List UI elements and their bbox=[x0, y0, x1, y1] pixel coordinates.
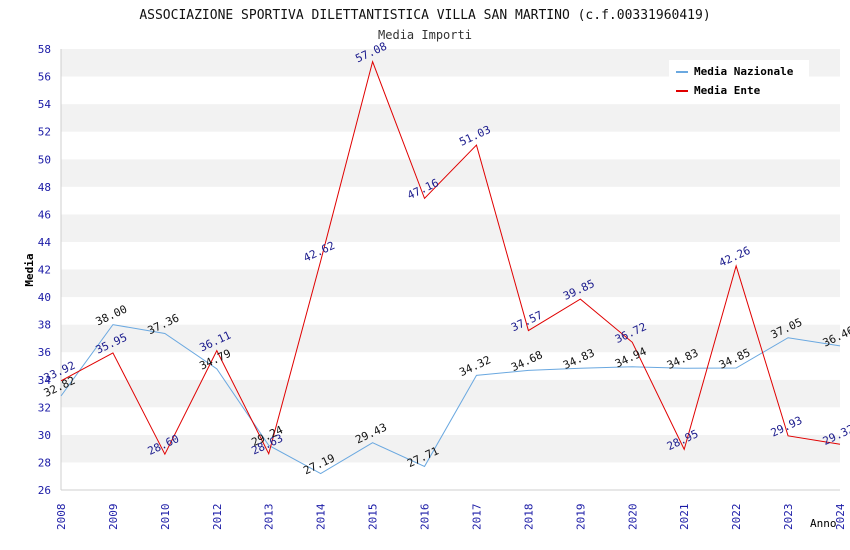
x-tick-label: 2016 bbox=[419, 504, 432, 531]
legend-label-nazionale: Media Nazionale bbox=[694, 65, 794, 78]
x-tick-labels: 2008 2009 2010 2012 2013 2014 2015 2016 2017 2018… bbox=[55, 503, 847, 530]
y-tick-label: 44 bbox=[38, 236, 52, 249]
grid-band bbox=[61, 214, 840, 242]
y-tick-label: 54 bbox=[38, 98, 52, 111]
y-axis-label: Media bbox=[23, 253, 36, 286]
x-axis-label: Anno bbox=[810, 517, 837, 530]
axes bbox=[60, 49, 840, 491]
series-line-media-nazionale bbox=[60, 324, 841, 475]
grid-band bbox=[61, 186, 840, 215]
grid-band bbox=[61, 131, 840, 160]
legend-box bbox=[669, 60, 809, 100]
y-tick-label: 36 bbox=[38, 346, 51, 359]
y-tick-label: 56 bbox=[38, 71, 51, 84]
x-tick-label: 2018 bbox=[522, 504, 535, 531]
y-tick-label: 42 bbox=[38, 264, 51, 277]
grid-band bbox=[61, 462, 840, 490]
series-line-media-ente bbox=[60, 60, 841, 456]
x-tick-label: 2008 bbox=[55, 504, 68, 531]
y-tick-label: 52 bbox=[38, 126, 51, 139]
grid-band bbox=[61, 269, 840, 298]
x-tick-label: 2023 bbox=[782, 504, 795, 531]
y-tick-label: 58 bbox=[38, 43, 51, 56]
x-tick-label: 2015 bbox=[367, 504, 380, 531]
series-lines bbox=[60, 60, 841, 475]
grid-band bbox=[61, 159, 840, 187]
y-tick-label: 48 bbox=[38, 181, 51, 194]
grid-band bbox=[61, 241, 840, 270]
y-tick-label: 50 bbox=[38, 153, 51, 166]
x-tick-label: 2013 bbox=[263, 504, 276, 531]
grid-bands bbox=[61, 49, 840, 490]
x-tick-label: 2009 bbox=[107, 504, 120, 531]
legend-label-ente: Media Ente bbox=[694, 84, 761, 97]
chart-subtitle: Media Importi bbox=[378, 28, 472, 42]
y-tick-label: 34 bbox=[38, 374, 52, 387]
x-tick-label: 2024 bbox=[834, 503, 847, 530]
x-tick-label: 2014 bbox=[315, 503, 328, 530]
x-tick-label: 2017 bbox=[470, 504, 483, 531]
y-tick-label: 46 bbox=[38, 208, 51, 221]
chart-title: ASSOCIAZIONE SPORTIVA DILETTANTISTICA VI… bbox=[139, 8, 710, 23]
y-tick-label: 40 bbox=[38, 291, 51, 304]
grid-band bbox=[61, 434, 840, 463]
legend: Media Nazionale Media Ente bbox=[669, 60, 809, 100]
grid-band bbox=[61, 324, 840, 353]
y-tick-label: 30 bbox=[38, 429, 51, 442]
x-tick-label: 2021 bbox=[678, 504, 691, 531]
x-tick-label: 2010 bbox=[159, 504, 172, 531]
grid-band bbox=[61, 297, 840, 325]
y-tick-label: 38 bbox=[38, 319, 51, 332]
y-tick-label: 28 bbox=[38, 456, 51, 469]
x-tick-label: 2019 bbox=[574, 504, 587, 531]
x-tick-label: 2012 bbox=[211, 504, 224, 531]
x-tick-label: 2020 bbox=[626, 504, 639, 531]
y-tick-labels: 26 28 30 32 34 36 38 40 42 44 46 48 50 52 54 56 58 bbox=[38, 43, 52, 497]
y-tick-label: 32 bbox=[38, 401, 51, 414]
y-tick-label: 26 bbox=[38, 484, 51, 497]
x-tick-label: 2022 bbox=[730, 504, 743, 531]
grid-band bbox=[61, 379, 840, 408]
grid-band bbox=[61, 104, 840, 132]
